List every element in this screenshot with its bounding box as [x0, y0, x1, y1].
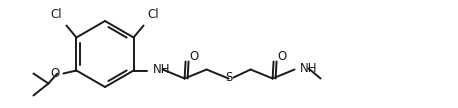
Text: O: O [50, 67, 60, 80]
Text: NH: NH [300, 62, 317, 75]
Text: Cl: Cl [147, 7, 159, 21]
Text: S: S [225, 71, 232, 84]
Text: Cl: Cl [51, 7, 62, 21]
Text: O: O [278, 50, 287, 63]
Text: O: O [190, 50, 199, 63]
Text: NH: NH [153, 63, 170, 76]
